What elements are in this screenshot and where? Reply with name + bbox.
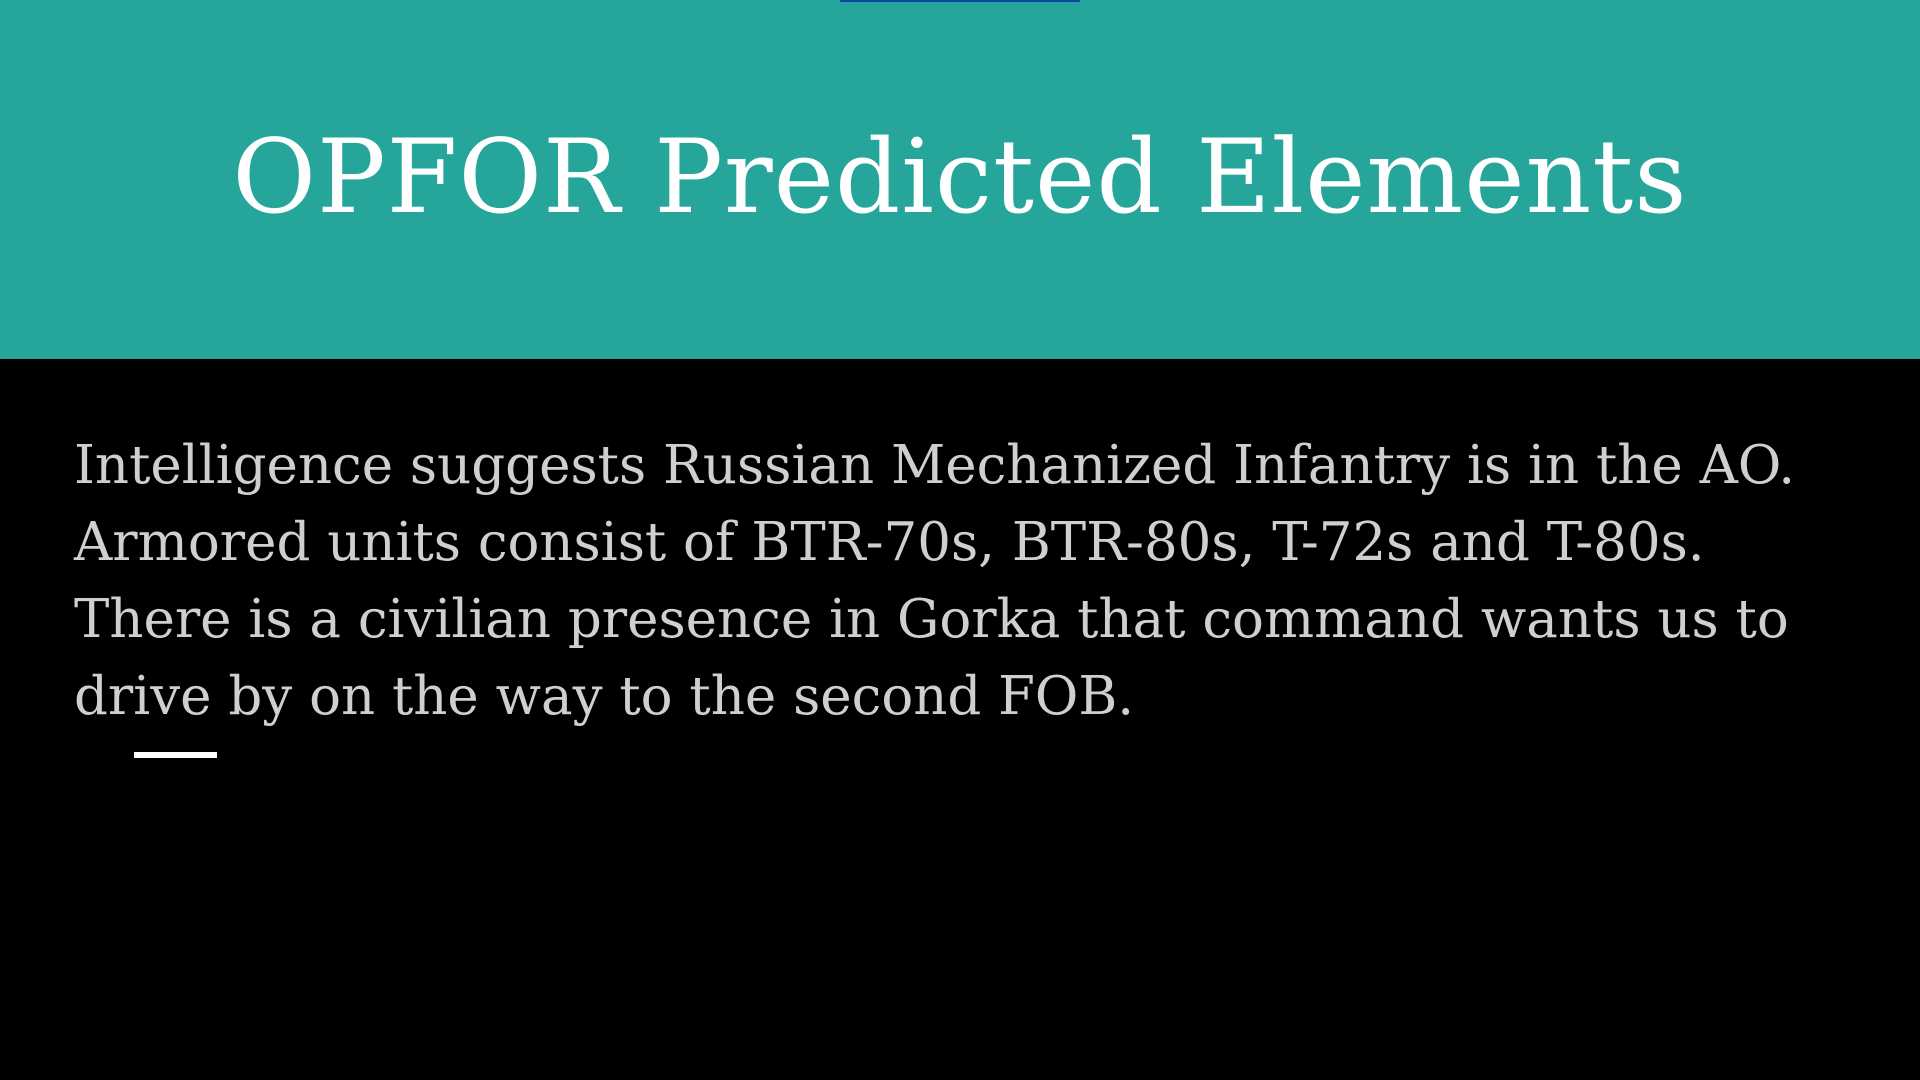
accent-rule <box>134 752 217 758</box>
slide-body-text: Intelligence suggests Russian Mechanized… <box>74 435 1796 727</box>
top-marker <box>840 0 1080 2</box>
header-band: OPFOR Predicted Elements <box>0 0 1920 359</box>
slide-title: OPFOR Predicted Elements <box>232 118 1688 237</box>
